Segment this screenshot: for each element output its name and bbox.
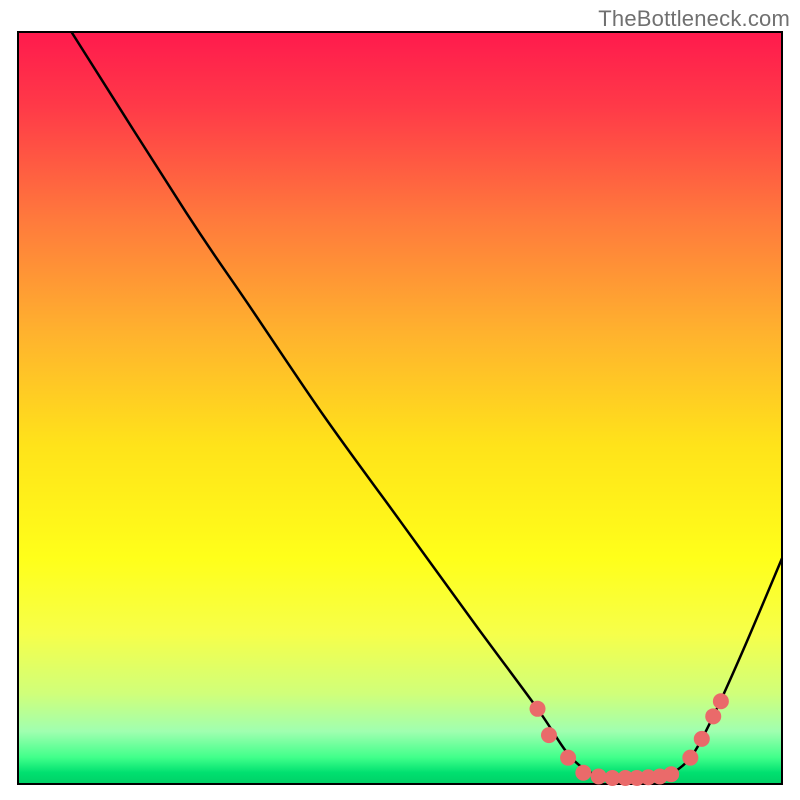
curve-marker bbox=[682, 750, 698, 766]
plot-background bbox=[18, 32, 782, 784]
bottleneck-chart: TheBottleneck.com bbox=[0, 0, 800, 800]
curve-marker bbox=[705, 708, 721, 724]
curve-marker bbox=[560, 750, 576, 766]
chart-svg bbox=[0, 0, 800, 800]
watermark-label: TheBottleneck.com bbox=[598, 6, 790, 32]
curve-marker bbox=[663, 766, 679, 782]
curve-marker bbox=[575, 765, 591, 781]
curve-marker bbox=[541, 727, 557, 743]
curve-marker bbox=[530, 701, 546, 717]
curve-marker bbox=[694, 731, 710, 747]
curve-marker bbox=[713, 693, 729, 709]
curve-marker bbox=[591, 768, 607, 784]
